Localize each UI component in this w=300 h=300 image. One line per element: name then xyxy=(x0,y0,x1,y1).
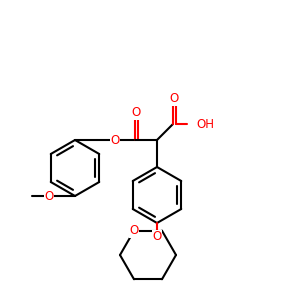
Text: O: O xyxy=(110,134,120,146)
Text: O: O xyxy=(132,106,141,119)
Text: O: O xyxy=(44,190,54,202)
Text: OH: OH xyxy=(196,118,214,130)
Text: O: O xyxy=(170,92,179,106)
Text: O: O xyxy=(129,224,139,237)
Text: O: O xyxy=(152,230,162,244)
